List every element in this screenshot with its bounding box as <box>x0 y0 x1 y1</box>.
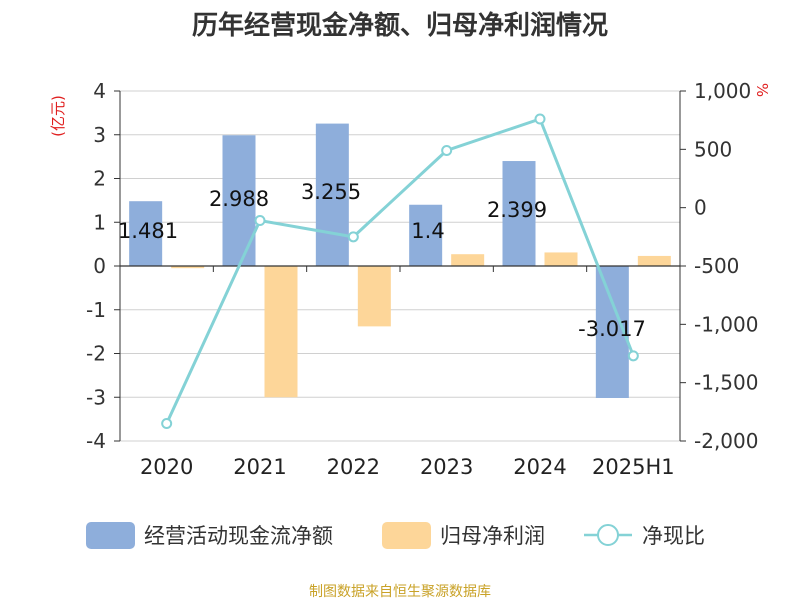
ratio-point[interactable] <box>534 113 546 125</box>
cashflow-bar[interactable] <box>129 201 163 266</box>
ratio-point[interactable] <box>161 418 173 429</box>
left-axis-tick-label: -1 <box>86 298 106 322</box>
legend[interactable]: 经营活动现金流净额 归母净利润 净现比 <box>86 522 705 549</box>
netprofit-bar[interactable] <box>171 266 205 269</box>
left-axis-tick-label: -4 <box>86 429 106 453</box>
cashflow-data-label: 1.4 <box>411 219 444 243</box>
data-source: 制图数据来自恒生聚源数据库 <box>309 584 491 600</box>
legend-swatch <box>86 522 135 549</box>
right-axis-tick-label: 500 <box>694 137 732 161</box>
right-axis-tick-label: 1,000 <box>694 79 751 103</box>
legend-marker <box>597 524 619 546</box>
data-labels: 1.481 2.988 3.255 1.4 2.399 -3.017 <box>118 180 646 341</box>
netprofit-bar[interactable] <box>357 266 391 327</box>
ratio-line <box>161 113 639 429</box>
legend-item[interactable]: 经营活动现金流净额 <box>86 522 333 549</box>
legend-label: 归母净利润 <box>440 524 545 548</box>
netprofit-bar[interactable] <box>637 255 671 266</box>
cashflow-data-label: 1.481 <box>118 219 178 243</box>
legend-label: 净现比 <box>642 524 705 548</box>
category-label: 2022 <box>327 455 380 479</box>
legend-item[interactable]: 净现比 <box>584 524 705 548</box>
category-label: 2024 <box>513 455 566 479</box>
category-label: 2025H1 <box>592 455 675 479</box>
left-axis-tick-label: 0 <box>93 254 106 278</box>
axes: 4 3 2 1 0 -1 -2 -3 -4 1,000 500 0 -500 -1,000 -1,500 -2… <box>86 79 758 479</box>
cashflow-data-label: 2.988 <box>209 187 269 211</box>
right-axis-tick-label: -1,500 <box>694 371 758 395</box>
left-axis-tick-label: 2 <box>93 167 106 191</box>
netprofit-bar[interactable] <box>451 254 485 266</box>
left-axis-tick-label: 4 <box>93 79 106 103</box>
cashflow-data-label: -3.017 <box>578 317 646 341</box>
ratio-point[interactable] <box>627 350 639 362</box>
cashflow-bar[interactable] <box>502 161 536 266</box>
right-axis-unit: % <box>753 83 771 97</box>
legend-swatch <box>382 522 431 549</box>
netprofit-bar[interactable] <box>544 252 578 266</box>
category-label: 2021 <box>233 455 286 479</box>
legend-label: 经营活动现金流净额 <box>144 524 333 548</box>
left-axis-unit: (亿元) <box>49 95 67 137</box>
ratio-point[interactable] <box>441 145 453 156</box>
left-axis-tick-label: 3 <box>93 123 106 147</box>
right-axis-tick-label: 0 <box>694 196 707 220</box>
cashflow-bar[interactable] <box>409 204 443 266</box>
netprofit-bar[interactable] <box>264 266 298 398</box>
right-axis-tick-label: -500 <box>694 254 739 278</box>
ratio-point[interactable] <box>254 215 266 226</box>
cashflow-bar[interactable] <box>315 123 349 266</box>
left-axis-tick-label: -3 <box>86 385 106 409</box>
ratio-line-path <box>165 117 635 425</box>
right-axis-tick-label: -2,000 <box>694 429 758 453</box>
chart-title: 历年经营现金净额、归母净利润情况 <box>192 10 608 41</box>
category-label: 2023 <box>420 455 473 479</box>
cashflow-data-label: 2.399 <box>487 198 547 222</box>
legend-item[interactable]: 归母净利润 <box>382 522 545 549</box>
cashflow-data-label: 3.255 <box>301 180 361 204</box>
right-axis-tick-label: -1,000 <box>694 312 758 336</box>
left-axis-tick-label: -2 <box>86 342 106 366</box>
ratio-point[interactable] <box>347 231 359 243</box>
category-label: 2020 <box>140 455 193 479</box>
bars <box>129 123 671 398</box>
left-axis-tick-label: 1 <box>93 210 106 234</box>
